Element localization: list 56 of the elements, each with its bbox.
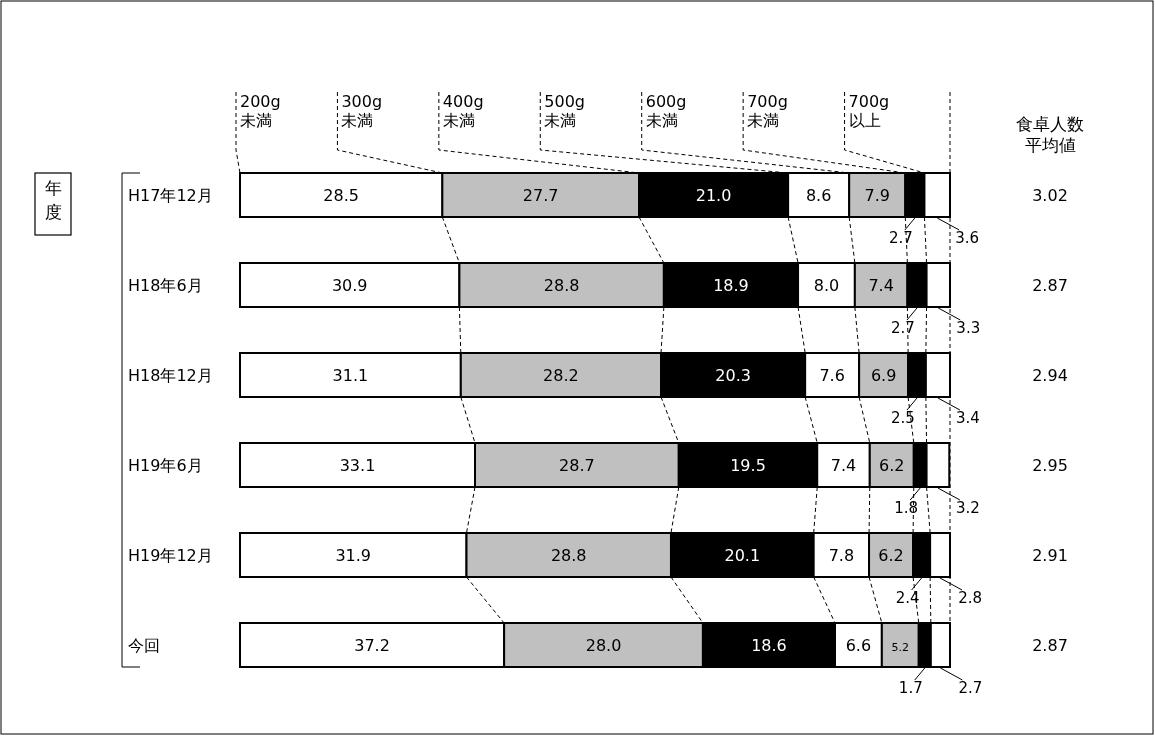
y-tick-label: 今回: [128, 636, 160, 655]
data-label: 5.2: [891, 641, 910, 654]
data-label: 18.9: [713, 276, 749, 295]
text: 2.87: [1032, 276, 1068, 295]
data-label: 2.7: [891, 319, 915, 337]
data-label: 1.7: [898, 679, 923, 697]
text: 2.87: [1032, 636, 1068, 655]
data-label: 20.3: [715, 366, 751, 385]
data-label: 7.8: [828, 546, 855, 565]
data-label: 7.4: [868, 276, 894, 295]
y-tick-label: H18年12月: [128, 366, 213, 385]
text: 2.94: [1032, 366, 1068, 385]
data-label: 3.6: [955, 229, 980, 247]
data-label: 27.7: [522, 186, 559, 205]
text: 3.02: [1032, 186, 1068, 205]
data-label: 3.4: [956, 409, 980, 427]
data-label: 6.2: [879, 456, 905, 475]
y-tick-label: H17年12月: [128, 186, 213, 205]
data-label: 19.5: [730, 456, 766, 475]
data-label: 7.6: [819, 366, 845, 385]
data-label: 8.6: [805, 186, 832, 205]
data-label: 28.0: [585, 636, 622, 655]
data-label: 2.8: [958, 589, 982, 607]
data-label: 7.4: [830, 456, 857, 475]
data-label: 1.8: [894, 499, 919, 517]
y-axis-title: 年度: [44, 178, 62, 222]
text: 2.95: [1032, 456, 1068, 475]
data-label: 3.3: [956, 319, 981, 337]
text: 食卓人数平均値: [1016, 114, 1084, 155]
y-tick-label: H18年6月: [128, 276, 203, 295]
data-label: 3.2: [956, 499, 980, 517]
data-label: 31.1: [332, 366, 369, 385]
data-label: 37.2: [354, 636, 390, 655]
data-label: 28.8: [550, 546, 587, 565]
data-label: 18.6: [751, 636, 787, 655]
y-tick-label: H19年12月: [128, 546, 213, 565]
data-label: 20.1: [724, 546, 761, 565]
data-label: 2.7: [888, 229, 913, 247]
data-label: 6.9: [870, 366, 897, 385]
data-label: 6.2: [878, 546, 904, 565]
data-label: 28.7: [559, 456, 595, 475]
data-label: 33.1: [339, 456, 376, 475]
data-label: 21.0: [695, 186, 732, 205]
data-label: 6.6: [845, 636, 872, 655]
data-label: 2.5: [891, 409, 915, 427]
data-label: 28.8: [543, 276, 580, 295]
data-label: 30.9: [331, 276, 368, 295]
data-label: 31.9: [335, 546, 372, 565]
data-label: 7.9: [864, 186, 890, 205]
data-label: 2.7: [958, 679, 983, 697]
data-label: 2.4: [895, 589, 920, 607]
data-label: 8.0: [813, 276, 840, 295]
data-label: 28.5: [323, 186, 359, 205]
data-label: 28.2: [543, 366, 579, 385]
text: 2.91: [1032, 546, 1068, 565]
y-tick-label: H19年6月: [128, 456, 203, 475]
